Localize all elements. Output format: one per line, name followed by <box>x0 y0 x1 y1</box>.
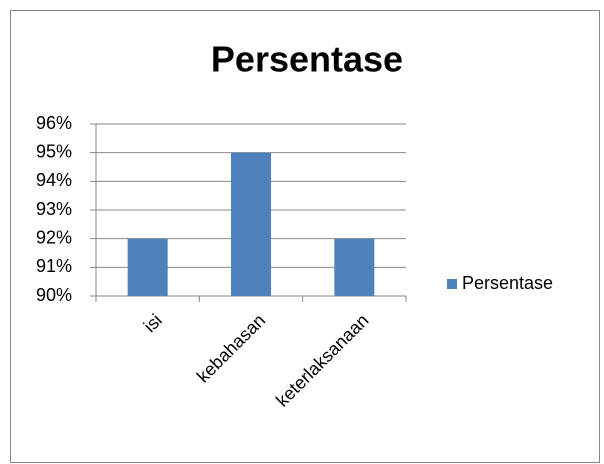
bar <box>334 238 375 296</box>
chart-title: Persentase <box>211 39 403 80</box>
legend-swatch <box>447 279 457 289</box>
bar <box>231 152 271 296</box>
y-tick-label: 90% <box>36 285 72 305</box>
y-tick-label: 92% <box>36 227 72 247</box>
y-tick-label: 94% <box>36 170 72 190</box>
chart-frame <box>10 10 600 463</box>
y-tick-label: 91% <box>36 256 72 276</box>
bar <box>127 238 168 296</box>
y-tick-label: 95% <box>36 141 72 161</box>
legend-label: Persentase <box>462 273 553 293</box>
y-tick-label: 93% <box>36 199 72 219</box>
y-tick-label: 96% <box>36 113 72 133</box>
